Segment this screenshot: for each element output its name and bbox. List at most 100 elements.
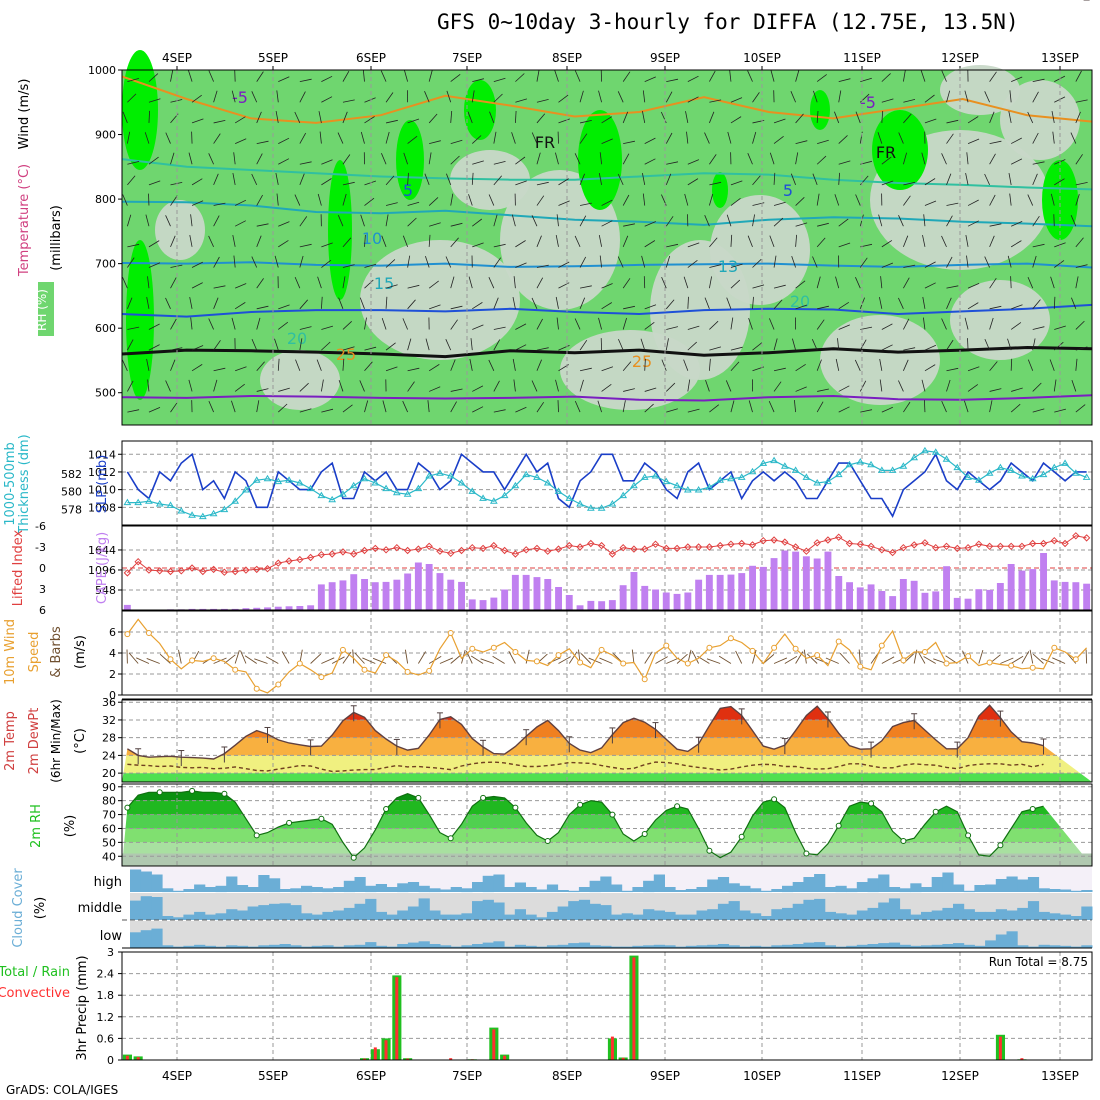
cape-bar: [1007, 564, 1015, 610]
cloud-bar-high: [322, 888, 334, 893]
wind-barb: [683, 276, 689, 289]
wind-barb: [235, 138, 247, 144]
cloud-bar-middle: [899, 909, 911, 920]
wind-barb: [122, 194, 128, 206]
wind-barb: [299, 78, 312, 83]
cloud-bar-middle: [236, 910, 249, 920]
wind-barb: [512, 358, 516, 371]
cloud-bar-low: [546, 945, 559, 948]
wind-barb: [319, 131, 322, 144]
wind-barb: [429, 304, 441, 310]
wind-barb: [170, 182, 183, 186]
cloud-bar-high: [1081, 890, 1093, 892]
lifted-index-marker: [910, 541, 918, 549]
wind-barb-10m: [342, 651, 352, 664]
wind-barb: [579, 297, 586, 309]
wind-speed-marker: [275, 681, 282, 688]
cloud-bar-middle: [653, 910, 665, 920]
wind-barb-10m: [362, 657, 376, 664]
wind-barb: [924, 261, 936, 268]
cloud-bar-low: [717, 944, 730, 948]
pressure-tick-label: 800: [95, 193, 116, 206]
pressure-tick-label: 500: [95, 387, 116, 400]
rh-marker: [350, 854, 357, 861]
cloud-bar-low: [279, 944, 291, 948]
lifted-index-marker: [727, 540, 735, 548]
cape-bar: [565, 595, 573, 610]
wind-barb: [622, 153, 630, 165]
cloud-bar-high: [194, 884, 206, 892]
precip-convective-bar: [1020, 1058, 1024, 1060]
cloud-bar-low: [696, 945, 708, 948]
wind-barb: [598, 173, 603, 185]
cloud-bar-middle: [482, 899, 494, 921]
wind-barb: [642, 193, 646, 206]
cloud-bar-high: [568, 890, 580, 893]
temp-axis-label-4: (°C): [73, 728, 88, 754]
wind-axis-label-2: Speed: [27, 632, 42, 673]
cape-bar: [1072, 582, 1080, 610]
precip-convective-bar: [632, 957, 636, 1060]
wind-barb: [967, 199, 979, 206]
wind-barb: [428, 152, 432, 165]
wind-barb-10m: [418, 651, 426, 664]
wind-barb: [385, 92, 394, 103]
wind-barb-10m: [691, 650, 700, 664]
wind-barb: [321, 96, 333, 103]
wind-barb-10m: [450, 654, 462, 664]
cloud-bar-low: [204, 945, 216, 948]
wind-speed-marker: [533, 658, 540, 665]
precip-tick-label: 0.6: [97, 1032, 115, 1045]
wind-barb: [234, 383, 245, 392]
lifted-index-marker: [231, 567, 239, 576]
wind-barb: [812, 256, 818, 268]
lifted-index-marker: [845, 539, 854, 548]
wind-barb: [231, 317, 236, 330]
wind-barb: [342, 321, 352, 330]
cloud-bar-high: [1038, 888, 1050, 893]
wind-barb: [165, 215, 171, 227]
rh-marker: [156, 789, 163, 796]
cloud-bar-low: [183, 945, 195, 948]
thickness-marker: [468, 487, 477, 494]
precip-convective-bar: [136, 1057, 140, 1060]
cloud-bar-high: [418, 885, 430, 893]
lifted-index-marker: [770, 536, 778, 544]
wind-barb: [984, 91, 990, 103]
wind-barb-10m: [858, 649, 861, 664]
wind-barb: [989, 388, 1002, 392]
cloud-bar-middle: [1027, 901, 1040, 920]
cloud-bar-low: [707, 944, 719, 948]
wind-barb: [472, 135, 482, 144]
wind-barb: [299, 408, 312, 413]
cloud-bar-low: [461, 945, 473, 948]
wind-barb: [1032, 338, 1036, 351]
wind-barb: [1010, 322, 1022, 330]
wind-barb: [320, 379, 324, 392]
wind-barb: [556, 317, 559, 330]
wind-speed-marker: [706, 644, 713, 651]
wind-barb: [946, 119, 959, 124]
wind-barb: [148, 407, 161, 413]
rh-axis-label-2: (%): [63, 815, 78, 838]
wind-barb: [1009, 90, 1012, 103]
thickness-marker: [1050, 463, 1059, 471]
wind-barb: [924, 200, 937, 206]
wind-barb: [967, 138, 980, 144]
wind-barb-10m: [1021, 651, 1030, 664]
lifted-index-marker: [296, 555, 304, 564]
wind-barb: [1075, 154, 1083, 165]
wind-barb: [601, 302, 613, 310]
rh-dry-region: [155, 200, 205, 260]
wind-barb: [493, 214, 498, 227]
wind-barb: [472, 218, 483, 227]
wind-barb: [838, 242, 851, 248]
wind-barb: [816, 276, 821, 289]
wind-barb: [941, 318, 947, 330]
thickness-marker: [479, 494, 487, 501]
lifted-index-marker: [350, 550, 358, 558]
lifted-index-marker: [888, 548, 897, 557]
cloud-bar-low: [664, 945, 676, 948]
wind-barb: [536, 401, 545, 413]
